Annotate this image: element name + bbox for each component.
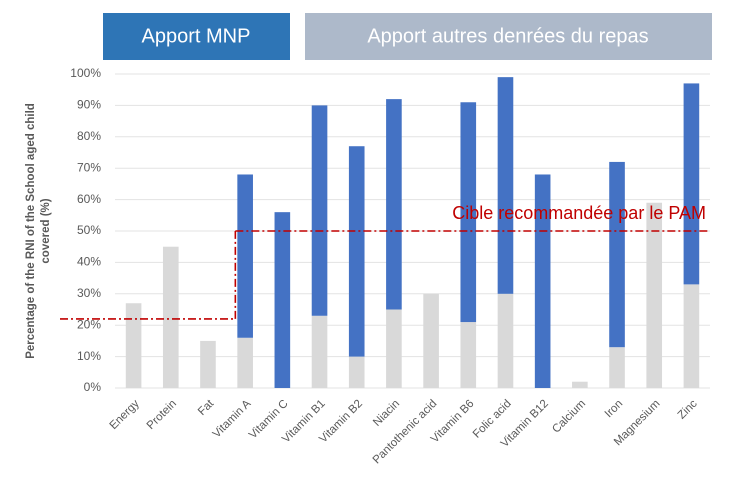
bar-segment (311, 315, 328, 388)
bar-segment (460, 322, 477, 388)
bar-segment (200, 340, 216, 388)
bar-segment (460, 102, 477, 323)
y-tick-label: 70% (77, 160, 101, 174)
bar-segment (237, 337, 253, 388)
x-tick-label: Pantothenic acid (371, 398, 440, 467)
y-tick-label: 80% (77, 129, 101, 143)
x-tick-label: Energy (108, 398, 142, 432)
y-tick-label: 60% (77, 192, 101, 206)
legend-label: Apport MNP (142, 25, 251, 47)
bar-segment (311, 105, 328, 316)
bar-segment (274, 212, 291, 388)
bar-segment (348, 356, 365, 388)
x-tick-label: Niacin (371, 398, 402, 429)
legend-label: Apport autres denrées du repas (367, 25, 648, 47)
annotation: Cible recommandée par le PAM (452, 203, 706, 223)
legend-box (305, 13, 712, 60)
bar-segment (497, 77, 514, 294)
bar-segment (646, 202, 663, 388)
y-tick-label: 30% (77, 286, 101, 300)
x-tick-label: Calcium (550, 398, 588, 436)
y-tick-label: 20% (77, 317, 101, 331)
bar-segment (386, 99, 402, 310)
bar-segment (162, 246, 179, 388)
y-tick-label: 50% (77, 223, 101, 237)
y-tick-label: 0% (84, 380, 102, 394)
y-tick-label: 100% (70, 66, 101, 80)
bar-segment (683, 284, 700, 388)
legend-box (103, 13, 290, 60)
x-tick-label: Iron (603, 398, 626, 421)
y-tick-label: 40% (77, 255, 101, 269)
bar-segment (348, 146, 365, 357)
bar-segment (237, 174, 253, 338)
bar-segment (534, 174, 551, 388)
x-tick-label: Fat (196, 397, 217, 418)
x-tick-label: Protein (145, 398, 179, 432)
bar-segment (572, 381, 588, 388)
bar-segment (683, 83, 700, 285)
bar-segment (609, 347, 625, 388)
x-tick-label: Zinc (676, 398, 700, 422)
bar-segment (423, 293, 439, 388)
y-axis-label: Percentage of the RNI of the School aged… (25, 103, 52, 359)
bar-segment (125, 303, 142, 388)
bar-segment (386, 309, 402, 388)
y-tick-label: 10% (77, 349, 101, 363)
bar-segment (497, 293, 514, 388)
bar-segment (609, 161, 625, 348)
y-tick-label: 90% (77, 98, 101, 112)
